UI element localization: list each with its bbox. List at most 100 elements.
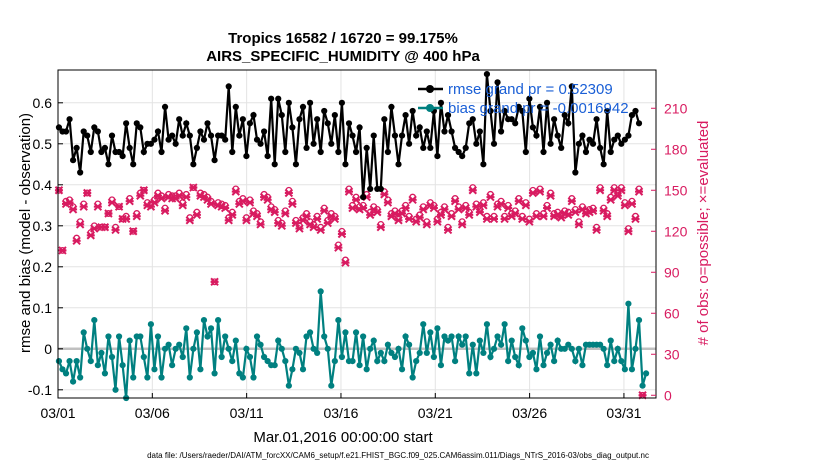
rmse-point xyxy=(406,140,413,147)
rmse-point xyxy=(508,116,515,123)
obs-evaluated-point xyxy=(136,191,145,200)
obs-evaluated-point xyxy=(472,202,481,211)
bias-point xyxy=(299,366,307,373)
rmse-point xyxy=(384,148,391,156)
obs-evaluated-point xyxy=(511,209,520,218)
rmse-point xyxy=(151,136,158,143)
rmse-point xyxy=(292,161,300,168)
bias-point xyxy=(540,362,547,369)
y-tick-label-left: 0.6 xyxy=(33,95,53,111)
obs-evaluated-point xyxy=(174,191,184,200)
rmse-point xyxy=(483,71,491,78)
rmse-point xyxy=(321,107,328,115)
obs-evaluated-point xyxy=(220,203,230,213)
rmse-point xyxy=(306,99,314,106)
tick-layer: -0.1 0 0.1 0.2 0.3 0.4 0.5 0.6 0 30 60 90 120 150 180 2… xyxy=(28,95,688,421)
rmse-point xyxy=(402,112,409,119)
rmse-point xyxy=(597,144,604,151)
rmse-point xyxy=(183,120,190,127)
obs-evaluated-point xyxy=(546,191,555,200)
bias-point xyxy=(547,341,554,348)
obs-evaluated-point xyxy=(613,191,623,200)
bias-point xyxy=(455,333,462,340)
obs-evaluated-point xyxy=(185,216,195,225)
rmse-point xyxy=(140,148,147,156)
rmse-point xyxy=(494,79,501,86)
bias-point xyxy=(342,329,349,336)
rmse-point xyxy=(204,120,211,127)
rmse-point xyxy=(130,161,137,168)
obs-evaluated-point xyxy=(231,187,241,196)
rmse-point xyxy=(356,124,363,131)
bias-point xyxy=(80,329,87,336)
rmse-point xyxy=(568,83,575,90)
obs-evaluated-point xyxy=(189,183,198,192)
obs-evaluated-point xyxy=(295,224,304,233)
bias-point xyxy=(183,325,190,332)
rmse-point xyxy=(448,128,455,135)
rmse-point xyxy=(190,161,197,168)
bias-point xyxy=(388,349,395,356)
obs-evaluated-point xyxy=(422,220,432,229)
bias-point xyxy=(363,366,370,373)
legend-bias-marker xyxy=(426,104,434,112)
rmse-point xyxy=(328,140,335,147)
rmse-point xyxy=(466,120,473,127)
bias-point xyxy=(618,358,625,365)
bias-point xyxy=(243,345,250,352)
rmse-point xyxy=(579,132,586,139)
obs-evaluated-point xyxy=(238,196,248,206)
rmse-point xyxy=(487,107,494,115)
rmse-point xyxy=(459,153,466,160)
bias-point xyxy=(497,341,505,348)
obs-evaluated-point xyxy=(129,227,138,236)
bias-point xyxy=(451,358,459,365)
rmse-point xyxy=(533,132,540,139)
x-tick-label: 03/11 xyxy=(230,405,264,421)
bias-point xyxy=(193,329,200,336)
bias-point xyxy=(522,337,529,344)
bias-point xyxy=(306,329,314,336)
obs-evaluated-point xyxy=(539,212,548,221)
y-tick-label-left: 0.2 xyxy=(33,259,53,275)
rmse-point xyxy=(133,120,140,127)
obs-evaluated-point xyxy=(532,212,541,221)
obs-evaluated-point xyxy=(228,210,237,220)
obs-evaluated-point xyxy=(440,205,449,214)
bias-point xyxy=(246,353,254,361)
rmse-point xyxy=(512,120,519,127)
bias-point xyxy=(529,349,537,356)
bias-point xyxy=(476,337,483,344)
bias-point xyxy=(169,362,176,369)
bias-point xyxy=(565,341,572,348)
rmse-point xyxy=(565,120,572,127)
obs-evaluated-point xyxy=(479,201,488,210)
rmse-point xyxy=(607,148,614,156)
bias-point xyxy=(236,370,243,377)
obs-evaluated-point xyxy=(323,218,332,228)
bias-point xyxy=(165,341,172,348)
bias-point xyxy=(250,374,257,381)
bias-point xyxy=(172,345,179,352)
rmse-point xyxy=(73,144,80,151)
obs-evaluated-point xyxy=(86,231,95,240)
rmse-point xyxy=(236,132,243,139)
obs-evaluated-point xyxy=(528,188,538,198)
obs-evaluated-point xyxy=(79,202,88,211)
rmse-point xyxy=(282,148,289,156)
rmse-point xyxy=(345,120,353,127)
obs-evaluated-point xyxy=(571,207,580,217)
obs-evaluated-point xyxy=(373,207,382,217)
x-tick-label: 03/26 xyxy=(512,405,547,421)
obs-evaluated-point xyxy=(503,203,513,213)
rmse-point xyxy=(427,144,434,151)
obs-evaluated-point xyxy=(404,214,414,224)
obs-evaluated-point xyxy=(72,236,81,246)
rmse-point xyxy=(137,124,144,131)
rmse-point xyxy=(80,128,87,135)
rmse-point xyxy=(342,161,349,168)
obs-evaluated-point xyxy=(104,209,113,218)
bias-point xyxy=(253,333,261,340)
rmse-point xyxy=(55,124,63,131)
bias-point xyxy=(285,382,292,389)
